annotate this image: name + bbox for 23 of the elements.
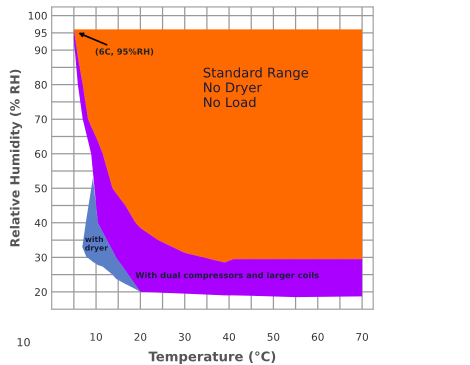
x-tick-label: 10	[90, 332, 102, 341]
y-tick-label: 20	[35, 288, 47, 296]
x-tick-label: 60	[312, 332, 324, 341]
annotation: Standard Range No Dryer No Load	[204, 67, 308, 108]
y-tick-label: 80	[34, 80, 47, 89]
y-tick-label: 30	[35, 254, 47, 262]
y-tick-label: 70	[35, 115, 47, 124]
x-tick-label: 30	[178, 332, 191, 341]
y-axis-title: Relative Humidity (% RH)	[10, 70, 22, 246]
y-tick-label: 90	[34, 46, 47, 54]
y-tick-label: 50	[35, 184, 47, 192]
x-tick-label: 50	[268, 332, 280, 341]
x-tick-label: 20	[134, 332, 146, 341]
y-tick-label: 95	[34, 29, 47, 37]
annotation: With dual compressors and larger coils	[136, 272, 319, 280]
y-tick-label: 100	[28, 12, 47, 20]
x-tick-label: 70	[356, 332, 368, 341]
x-tick-label: 40	[222, 332, 236, 341]
annotation: (6C, 95%RH)	[96, 48, 154, 56]
y-tick-label: 60	[35, 150, 47, 158]
x-axis-title: Temperature (°C)	[148, 351, 276, 364]
text: 10	[18, 338, 30, 346]
y-tick-label: 40	[34, 219, 47, 227]
